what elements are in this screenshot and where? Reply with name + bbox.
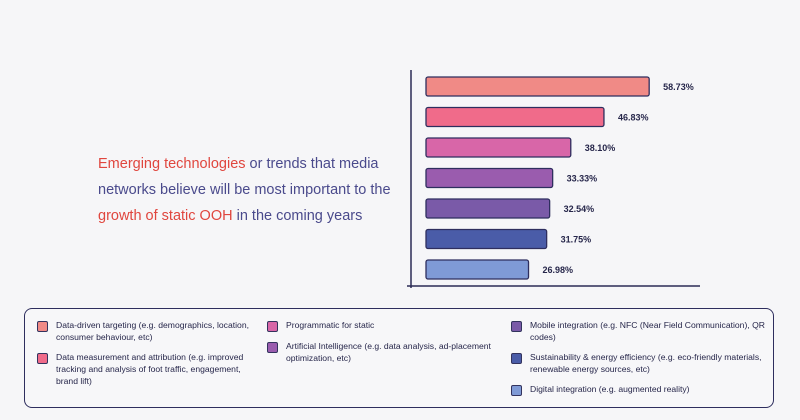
bar <box>425 259 530 280</box>
legend-swatch <box>267 342 278 353</box>
bar <box>425 167 554 189</box>
legend-column: Programmatic for static Artificial Intel… <box>267 319 492 372</box>
bar <box>425 228 548 250</box>
legend-item: Sustainability & energy efficiency (e.g.… <box>511 351 766 375</box>
legend-label: Mobile integration (e.g. NFC (Near Field… <box>530 320 765 342</box>
bar-chart: 58.73% 46.83% 38.10% 33.33% 32.54% 31.75% 26.9… <box>407 70 700 288</box>
bar <box>425 198 551 219</box>
legend-label: Data-driven targeting (e.g. demographics… <box>56 320 249 342</box>
data-label: 32.54% <box>564 204 595 214</box>
headline-segment: or trends that media networks believe wi… <box>98 156 391 198</box>
bar <box>425 137 572 158</box>
legend-label: Programmatic for static <box>286 320 375 330</box>
bar <box>425 76 650 97</box>
bar <box>425 106 605 128</box>
legend-swatch <box>37 353 48 364</box>
chart-headline: Emerging technologies or trends that med… <box>98 151 398 229</box>
data-label: 38.10% <box>585 143 616 153</box>
legend-item: Artificial Intelligence (e.g. data analy… <box>267 340 492 364</box>
headline-segment: growth of static OOH <box>98 208 233 224</box>
data-label: 58.73% <box>663 82 694 92</box>
headline-segment: Emerging technologies <box>98 156 246 172</box>
legend-label: Artificial Intelligence (e.g. data analy… <box>286 341 491 363</box>
legend-item: Mobile integration (e.g. NFC (Near Field… <box>511 319 766 343</box>
legend-item: Digital integration (e.g. augmented real… <box>511 383 766 396</box>
data-label: 46.83% <box>618 113 649 123</box>
legend-swatch <box>511 321 522 332</box>
legend-label: Digital integration (e.g. augmented real… <box>530 384 690 394</box>
legend-label: Sustainability & energy efficiency (e.g.… <box>530 352 762 374</box>
chart-legend: Data-driven targeting (e.g. demographics… <box>24 308 774 408</box>
legend-column: Data-driven targeting (e.g. demographics… <box>37 319 257 395</box>
headline-segment: in the coming years <box>232 208 363 224</box>
data-label: 33.33% <box>567 174 598 184</box>
data-label: 26.98% <box>543 265 574 275</box>
legend-item: Data measurement and attribution (e.g. i… <box>37 351 257 387</box>
legend-swatch <box>267 321 278 332</box>
legend-item: Data-driven targeting (e.g. demographics… <box>37 319 257 343</box>
legend-column: Mobile integration (e.g. NFC (Near Field… <box>511 319 766 404</box>
data-label: 31.75% <box>561 235 592 245</box>
legend-label: Data measurement and attribution (e.g. i… <box>56 352 244 386</box>
legend-swatch <box>37 321 48 332</box>
legend-swatch <box>511 353 522 364</box>
legend-item: Programmatic for static <box>267 319 492 332</box>
legend-swatch <box>511 385 522 396</box>
